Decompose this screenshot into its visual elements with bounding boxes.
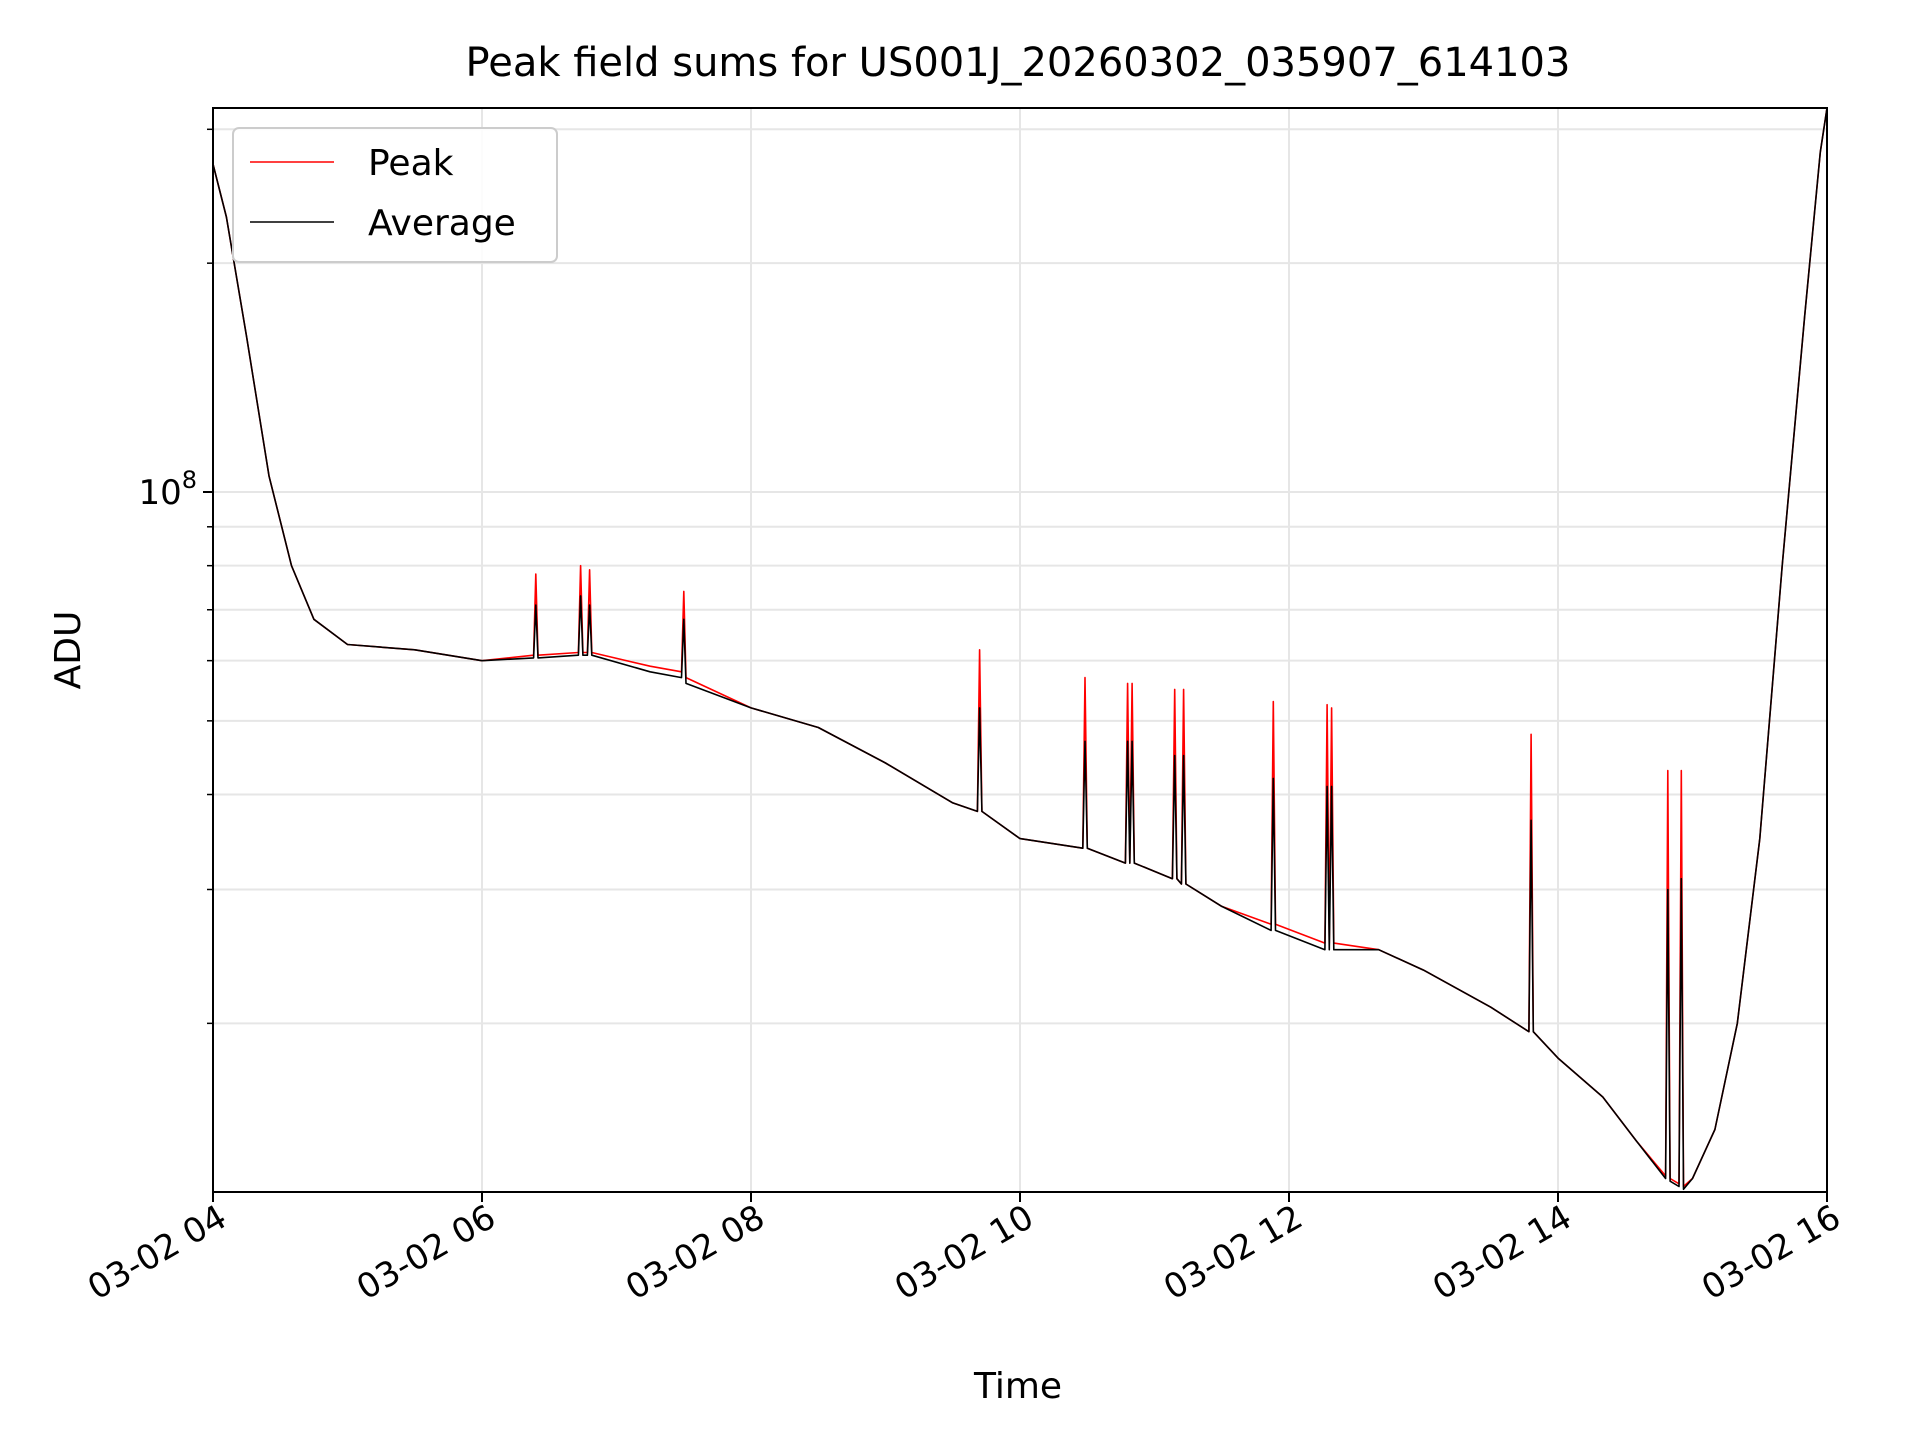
y-tick-label-base: 10 xyxy=(138,473,181,513)
series-line-average xyxy=(213,108,1827,1191)
y-tick-label-exponent: 8 xyxy=(182,466,197,494)
y-axis-label: ADU xyxy=(48,611,89,690)
series-layer xyxy=(213,108,1827,1191)
legend: Peak Average xyxy=(232,127,558,263)
y-axis: 108 xyxy=(138,128,213,1025)
grid xyxy=(212,108,1828,1192)
y-tick-label: 108 xyxy=(138,466,197,513)
legend-label-average: Average xyxy=(368,203,516,244)
legend-label-peak: Peak xyxy=(368,143,454,184)
chart-title: Peak field sums for US001J_20260302_0359… xyxy=(466,40,1571,86)
x-axis-label: Time xyxy=(973,1366,1062,1407)
